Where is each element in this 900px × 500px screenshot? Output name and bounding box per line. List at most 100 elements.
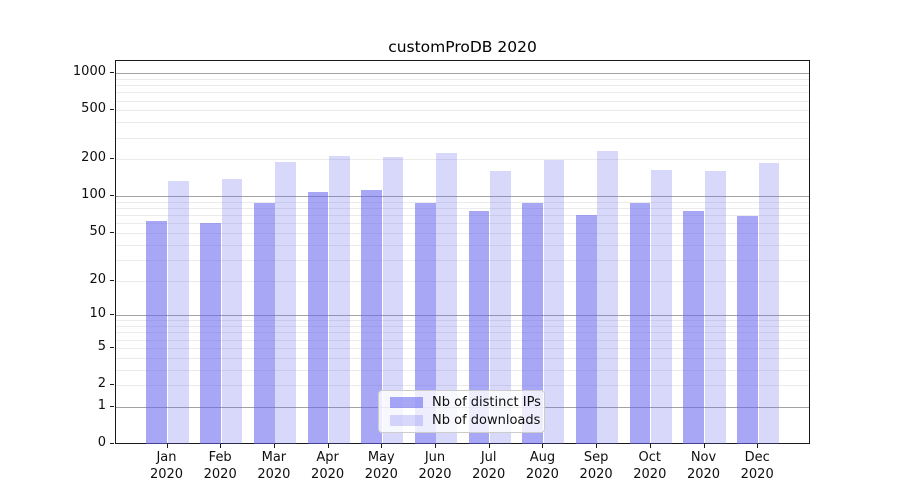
- gridline-minor-200: [116, 159, 809, 161]
- bar-downloads-sep: [597, 151, 619, 444]
- gridline-minor-900: [116, 78, 809, 80]
- legend-item-distinct-ips: Nb of distinct IPs: [390, 395, 541, 410]
- bar-distinct-ips-oct: [629, 202, 651, 444]
- gridline-minor-20: [116, 280, 809, 282]
- x-tick-mar: [273, 444, 275, 448]
- bar-downloads-jul: [490, 171, 511, 444]
- gridline-minor-40: [116, 244, 809, 246]
- bar-downloads-may: [382, 156, 404, 444]
- y-tick-label-0: 0: [97, 435, 106, 450]
- bar-downloads-oct: [651, 169, 672, 444]
- gridline-minor-30: [116, 259, 809, 261]
- y-tick-label-2: 2: [97, 376, 106, 392]
- bar-distinct-ips-sep: [576, 215, 597, 444]
- plot-area: [115, 60, 810, 444]
- x-tick-label-feb: Feb 2020: [203, 450, 237, 482]
- bar-distinct-ips-aug: [522, 202, 544, 444]
- x-tick-feb: [220, 444, 222, 448]
- y-tick-2: [110, 384, 114, 386]
- gridline-minor-6: [116, 339, 809, 341]
- x-tick-jul: [488, 444, 490, 448]
- x-tick-label-apr: Apr 2020: [311, 450, 345, 482]
- x-tick-aug: [542, 444, 544, 448]
- y-tick-label-20: 20: [89, 271, 106, 287]
- bar-distinct-ips-jun: [414, 203, 436, 444]
- x-tick-label-sep: Sep 2020: [579, 450, 613, 482]
- gridline-major-1000: [116, 73, 809, 75]
- gridline-minor-2: [116, 385, 809, 387]
- bar-distinct-ips-mar: [253, 203, 275, 444]
- gridline-minor-9: [116, 320, 809, 322]
- gridline-minor-600: [116, 100, 809, 102]
- gridline-minor-400: [116, 122, 809, 124]
- x-tick-label-may: May 2020: [364, 450, 398, 482]
- gridline-minor-60: [116, 223, 809, 225]
- bar-distinct-ips-jan: [146, 220, 168, 444]
- x-tick-label-jun: Jun 2020: [418, 450, 452, 482]
- bar-downloads-mar: [275, 161, 296, 444]
- bar-distinct-ips-dec: [737, 216, 758, 444]
- x-tick-apr: [327, 444, 329, 448]
- gridline-minor-90: [116, 201, 809, 203]
- gridline-minor-7: [116, 332, 809, 334]
- y-tick-200: [110, 158, 114, 160]
- x-tick-label-jul: Jul 2020: [472, 450, 506, 482]
- y-tick-10: [110, 314, 114, 316]
- bar-distinct-ips-may: [361, 190, 382, 444]
- bar-downloads-jan: [167, 181, 189, 444]
- x-tick-label-oct: Oct 2020: [633, 450, 667, 482]
- gridline-major-10: [116, 315, 809, 317]
- chart-title: customProDB 2020: [388, 38, 537, 56]
- gridline-minor-80: [116, 208, 809, 210]
- legend-label-downloads: Nb of downloads: [432, 413, 541, 428]
- bar-downloads-dec: [758, 163, 780, 444]
- bar-downloads-feb: [221, 179, 243, 444]
- legend-item-downloads: Nb of downloads: [390, 413, 540, 428]
- bar-distinct-ips-apr: [307, 191, 329, 444]
- y-tick-label-5: 5: [97, 338, 106, 354]
- y-tick-label-10: 10: [89, 306, 106, 322]
- y-tick-label-1000: 1000: [72, 64, 106, 80]
- y-tick-100: [110, 195, 114, 197]
- y-tick-20: [110, 279, 114, 281]
- x-tick-label-dec: Dec 2020: [740, 450, 774, 482]
- y-tick-label-100: 100: [81, 187, 106, 203]
- bar-downloads-aug: [543, 159, 565, 444]
- x-tick-dec: [757, 444, 759, 448]
- gridline-minor-700: [116, 92, 809, 94]
- gridline-minor-800: [116, 85, 809, 87]
- gridline-minor-5: [116, 347, 809, 349]
- gridline-minor-8: [116, 326, 809, 328]
- x-tick-label-aug: Aug 2020: [525, 450, 559, 482]
- bar-downloads-nov: [704, 170, 726, 444]
- y-tick-500: [110, 109, 114, 111]
- gridline-minor-3: [116, 369, 809, 371]
- bar-distinct-ips-nov: [683, 211, 705, 444]
- y-tick-label-50: 50: [89, 223, 106, 239]
- x-tick-may: [381, 444, 383, 448]
- y-tick-label-500: 500: [81, 101, 106, 117]
- bar-downloads-apr: [328, 155, 350, 444]
- y-tick-1: [110, 405, 114, 407]
- y-tick-50: [110, 231, 114, 233]
- gridline-minor-50: [116, 232, 809, 234]
- gridline-minor-300: [116, 137, 809, 139]
- x-tick-oct: [649, 444, 651, 448]
- gridline-minor-70: [116, 215, 809, 217]
- x-tick-jun: [435, 444, 436, 448]
- y-tick-5: [110, 346, 114, 348]
- x-tick-sep: [596, 444, 598, 448]
- legend: Nb of distinct IPs Nb of downloads: [378, 390, 545, 433]
- bar-downloads-jun: [436, 152, 458, 444]
- gridline-minor-4: [116, 357, 809, 359]
- gridline-major-100: [116, 196, 809, 198]
- y-tick-0: [110, 443, 114, 444]
- x-tick-jan: [166, 444, 168, 448]
- y-tick-label-1: 1: [97, 397, 106, 413]
- y-tick-1000: [110, 72, 114, 74]
- x-tick-nov: [703, 444, 705, 448]
- x-tick-label-mar: Mar 2020: [257, 450, 291, 482]
- gridline-minor-500: [116, 110, 809, 112]
- legend-swatch-downloads: [390, 415, 423, 426]
